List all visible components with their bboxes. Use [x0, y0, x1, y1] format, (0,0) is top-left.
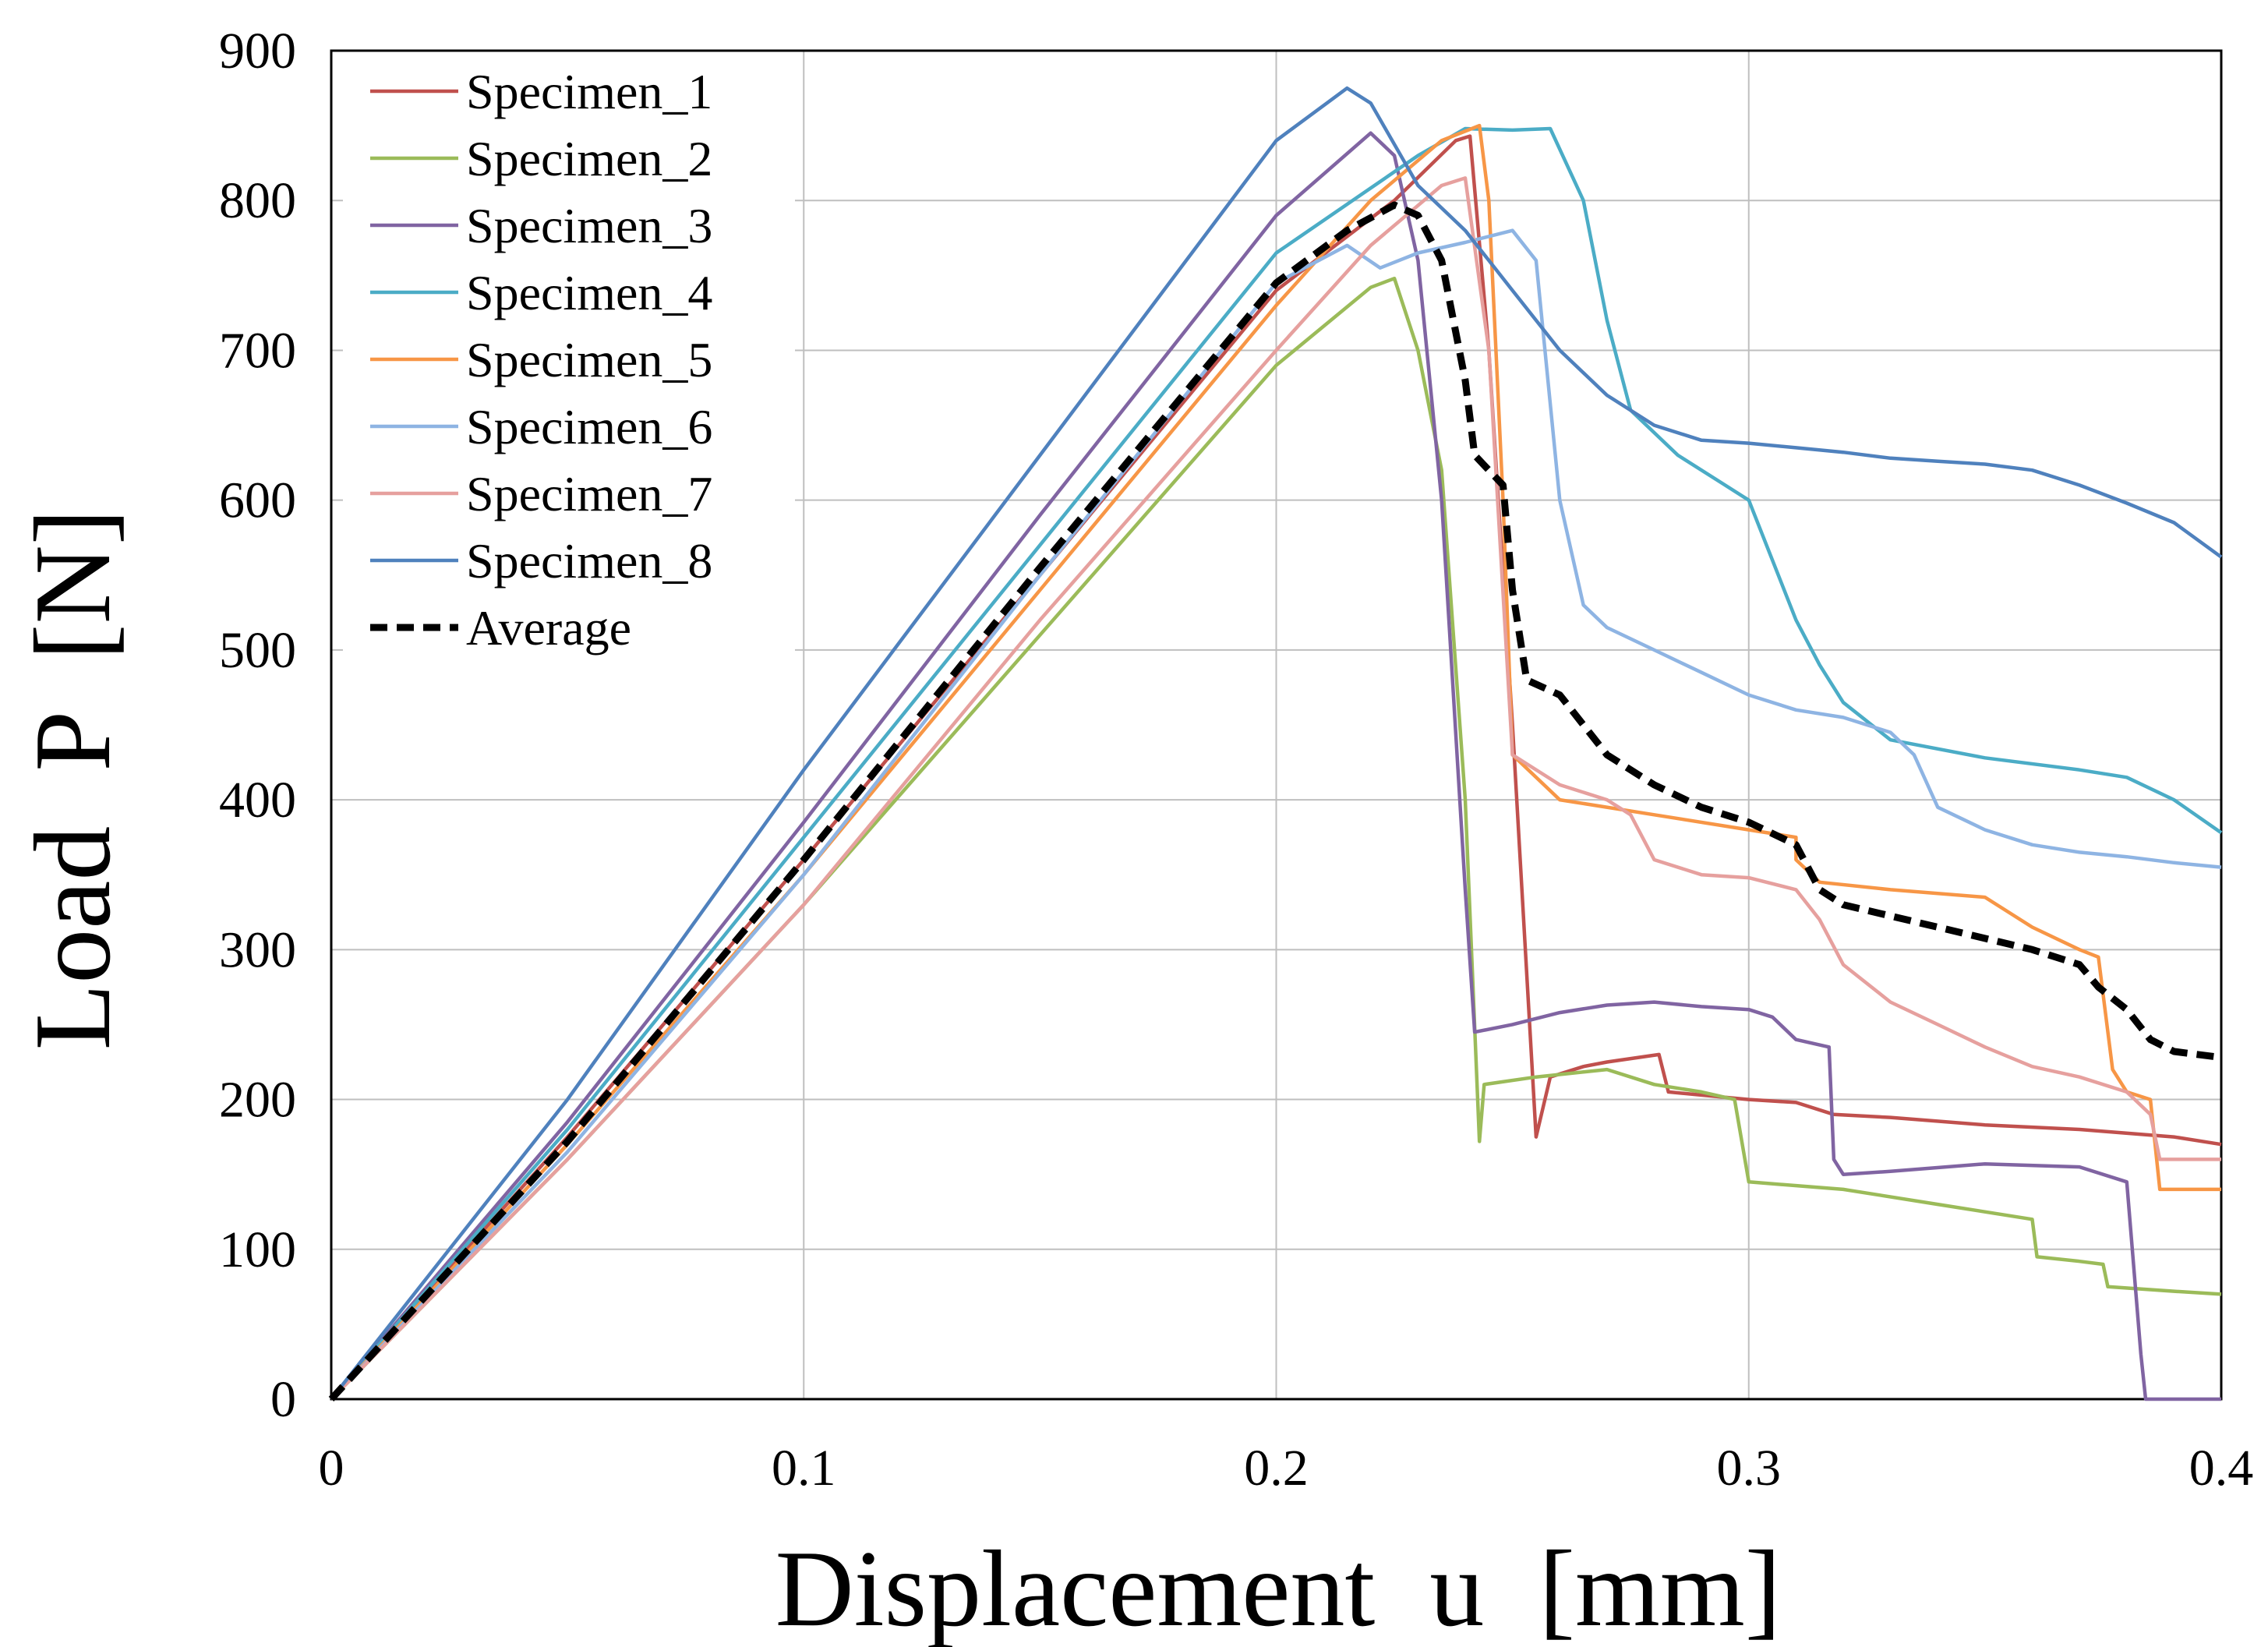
- x-tick-label: 0.3: [1717, 1440, 1782, 1497]
- x-tick-label: 0.4: [2189, 1440, 2254, 1497]
- series-line-average: [328, 201, 2222, 1402]
- y-tick-label: 100: [219, 1221, 296, 1278]
- y-tick-label: 900: [219, 23, 296, 80]
- y-tick-label: 500: [219, 622, 296, 679]
- series-line-specimen-3: [330, 131, 2221, 1401]
- x-tick-label: 0: [319, 1440, 344, 1497]
- x-tick-label: 0.2: [1244, 1440, 1309, 1497]
- series-line-specimen-1: [330, 134, 2222, 1401]
- y-tick-label: 0: [270, 1371, 296, 1428]
- y-tick-label: 300: [219, 921, 296, 978]
- axis-ticks: 0 100 200 300 400 500 600 700 800 900 0 0.1 0.2 0.3 0.…: [219, 23, 2253, 1497]
- series-line-specimen-2: [330, 276, 2222, 1401]
- x-tick-label: 0.1: [772, 1440, 836, 1497]
- y-tick-label: 800: [219, 172, 296, 229]
- plot-area: [330, 49, 2223, 1401]
- series-line-specimen-4: [330, 126, 2223, 1401]
- legend: Specimen_1 Specimen_2 Specimen_3 Specimen_4…: [343, 58, 795, 682]
- legend-label: Specimen_3: [466, 198, 712, 253]
- y-tick-label: 600: [219, 472, 296, 529]
- legend-label: Specimen_5: [466, 332, 712, 387]
- legend-label: Specimen_7: [466, 466, 712, 521]
- legend-label: Specimen_2: [466, 131, 712, 186]
- x-axis-title: Displacement u [mm]: [775, 1529, 1782, 1647]
- y-axis-title: Load P [N]: [12, 509, 133, 1051]
- series-line-specimen-6: [330, 228, 2222, 1401]
- legend-label: Average: [466, 600, 631, 656]
- legend-label: Specimen_8: [466, 533, 712, 588]
- legend-background: [343, 58, 795, 682]
- y-tick-label: 200: [219, 1072, 296, 1129]
- series-line-specimen-5: [330, 123, 2221, 1401]
- series-line-specimen-7: [330, 176, 2221, 1401]
- series-line-specimen-8: [330, 86, 2223, 1401]
- legend-label: Specimen_6: [466, 399, 712, 454]
- y-tick-label: 700: [219, 322, 296, 379]
- y-tick-label: 400: [219, 772, 296, 829]
- legend-label: Specimen_1: [466, 64, 712, 119]
- series-lines: [328, 86, 2223, 1402]
- legend-label: Specimen_4: [466, 265, 712, 320]
